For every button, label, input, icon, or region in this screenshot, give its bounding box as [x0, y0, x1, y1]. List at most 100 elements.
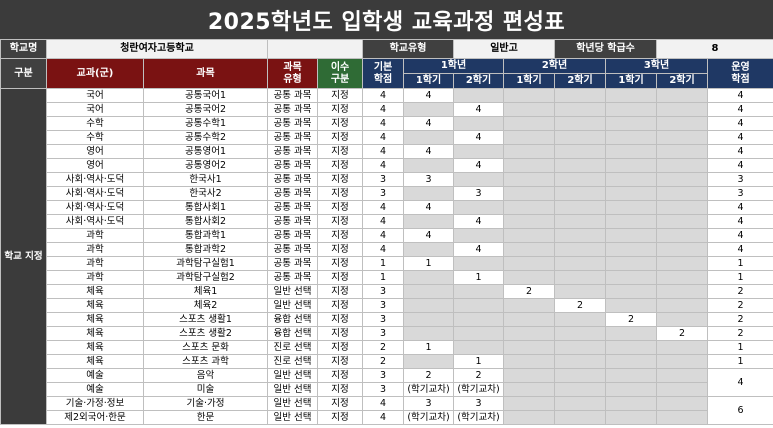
subject-group-cell: 국어 [46, 102, 144, 117]
subject-cell: 스포츠 생활2 [142, 326, 269, 341]
semester-credit-cell [605, 158, 658, 173]
semester-credit-cell [503, 158, 556, 173]
semester-credit-cell [503, 340, 556, 355]
subject-cell: 공통영어2 [142, 158, 269, 173]
completion-division-cell: 지정 [317, 200, 364, 215]
subject-cell: 공통수학2 [142, 130, 269, 145]
semester-credit-cell: 1 [453, 354, 505, 369]
subject-type-cell: 일반 선택 [267, 410, 319, 425]
semester-credit-cell [605, 186, 658, 201]
completion-division-cell: 지정 [317, 144, 364, 159]
semester-credit-cell: 4 [453, 242, 505, 257]
semester-credit-cell [656, 284, 709, 299]
semester-credit-cell: 2 [605, 312, 658, 327]
table-row: 사회·역사·도덕 통합사회1 공통 과목 지정 4 4 4 [1, 200, 773, 215]
base-credit-cell: 3 [362, 298, 405, 313]
subject-cell: 음악 [142, 368, 269, 383]
header-g3-semester-1: 1학기 [605, 73, 658, 89]
subject-type-cell: 공통 과목 [267, 130, 319, 145]
semester-credit-cell [605, 256, 658, 271]
semester-credit-value: 3 [453, 396, 505, 411]
semester-credit-cell [554, 186, 607, 201]
subject-cell: 스포츠 생활1 [142, 312, 269, 327]
semester-credit-cell [403, 102, 455, 117]
semester-credit-cell [503, 172, 556, 187]
header-completion-division: 이수 구분 [317, 58, 364, 89]
base-credit-cell: 3 [362, 382, 405, 397]
base-credit-cell: 4 [362, 158, 405, 173]
subject-group-cell: 영어 [46, 144, 144, 159]
semester-credit-cell [554, 242, 607, 257]
subject-type-cell: 공통 과목 [267, 158, 319, 173]
header-category: 구분 [0, 58, 47, 89]
table-row: 영어 공통영어1 공통 과목 지정 4 4 4 [1, 144, 773, 159]
table-row: 수학 공통수학1 공통 과목 지정 4 4 4 [1, 116, 773, 131]
base-credit-cell: 4 [362, 214, 405, 229]
semester-credit-cell [503, 144, 556, 159]
semester-credit-cell [605, 116, 658, 131]
subject-type-cell: 일반 선택 [267, 298, 319, 313]
semester-credit-cell [554, 284, 607, 299]
semester-credit-cell [656, 242, 709, 257]
base-credit-cell: 4 [362, 200, 405, 215]
base-credit-cell: 4 [362, 396, 405, 411]
subject-type-cell: 공통 과목 [267, 270, 319, 285]
operating-credit-cell: 4 [707, 158, 773, 173]
subject-cell: 한국사2 [142, 186, 269, 201]
semester-credit-cell [554, 228, 607, 243]
subject-type-cell: 융합 선택 [267, 326, 319, 341]
semester-credit-cell [554, 368, 607, 383]
curriculum-table: 학교명 청란여자고등학교 학교유형 일반고 학년당 학급수 8 구분 교과(군)… [0, 39, 773, 425]
completion-division-cell: 지정 [317, 158, 364, 173]
semester-credit-cell [503, 116, 556, 131]
operating-credit-cell: 1 [707, 354, 773, 369]
base-credit-cell: 4 [362, 242, 405, 257]
completion-division-cell: 지정 [317, 172, 364, 187]
semester-credit-cell [656, 354, 709, 369]
table-row: 예술 미술 일반 선택 지정 3 (학기교차) (학기교차) [1, 382, 773, 397]
school-name-label: 학교명 [0, 39, 47, 59]
semester-crossover-note: (학기교차) [403, 410, 455, 425]
table-row: 과학 통합과학2 공통 과목 지정 4 4 4 [1, 242, 773, 257]
semester-credit-cell [656, 102, 709, 117]
subject-cell: 공통국어1 [142, 88, 269, 103]
semester-credit-cell [605, 242, 658, 257]
semester-credit-cell [605, 410, 658, 425]
semester-credit-cell [453, 200, 505, 215]
table-row: 제2외국어·한문 한문 일반 선택 지정 4 (학기교차) (학기교차) [1, 410, 773, 425]
semester-credit-cell: 2 [656, 326, 709, 341]
subject-type-cell: 진로 선택 [267, 354, 319, 369]
semester-credit-cell [656, 116, 709, 131]
semester-credit-cell [656, 382, 709, 397]
completion-division-cell: 지정 [317, 410, 364, 425]
semester-credit-cell [656, 144, 709, 159]
semester-credit-cell [503, 200, 556, 215]
subject-type-cell: 공통 과목 [267, 172, 319, 187]
subject-cell: 통합사회1 [142, 200, 269, 215]
operating-credit-cell: 1 [707, 340, 773, 355]
subject-group-cell: 체육 [46, 284, 144, 299]
semester-credit-cell [656, 172, 709, 187]
semester-credit-cell: 4 [403, 144, 455, 159]
base-credit-cell: 3 [362, 284, 405, 299]
base-credit-cell: 4 [362, 130, 405, 145]
operating-credit-cell: 2 [707, 298, 773, 313]
semester-credit-cell [453, 298, 505, 313]
table-row: 체육 스포츠 과학 진로 선택 지정 2 1 1 [1, 354, 773, 369]
semester-credit-cell [503, 368, 556, 383]
base-credit-cell: 3 [362, 172, 405, 187]
semester-credit-value: 2 [453, 368, 505, 383]
subject-cell: 체육2 [142, 298, 269, 313]
semester-credit-cell [605, 214, 658, 229]
semester-credit-cell: 4 [453, 130, 505, 145]
semester-credit-cell [656, 340, 709, 355]
semester-credit-value: 3 [403, 396, 455, 411]
header-g3-semester-2: 2학기 [656, 73, 709, 89]
subject-group-cell: 체육 [46, 312, 144, 327]
subject-group-cell: 수학 [46, 130, 144, 145]
semester-credit-cell [453, 326, 505, 341]
table-row: 체육 체육2 일반 선택 지정 3 2 2 [1, 298, 773, 313]
semester-credit-cell [656, 186, 709, 201]
completion-division-cell: 지정 [317, 326, 364, 341]
semester-credit-cell [503, 298, 556, 313]
